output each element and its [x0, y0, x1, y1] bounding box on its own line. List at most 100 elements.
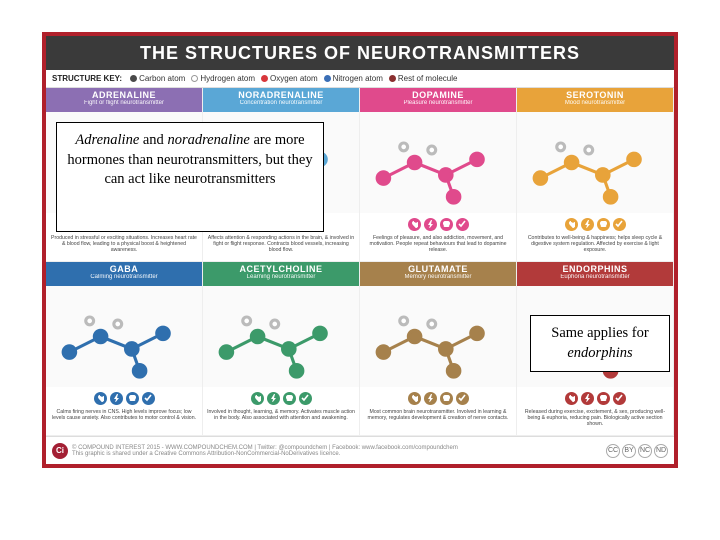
cell-header: GLUTAMATE Memory neurotransmitter — [360, 262, 516, 286]
atom-dot-icon — [324, 75, 331, 82]
molecule-icon — [517, 112, 673, 213]
cell-subtitle: Calming neurotransmitter — [46, 274, 202, 280]
aux-bolt-icon — [110, 392, 123, 405]
key-item: Carbon atom — [130, 74, 185, 83]
aux-icon-row — [203, 387, 359, 409]
cc-badge-icon: NC — [638, 444, 652, 458]
aux-check-icon — [456, 218, 469, 231]
cc-badge-icon: CC — [606, 444, 620, 458]
atom-dot-icon — [191, 75, 198, 82]
molecule-icon — [203, 286, 359, 387]
cell-description: Calms firing nerves in CNS. High levels … — [46, 409, 202, 435]
footer-text: © COMPOUND INTEREST 2015 - WWW.COMPOUNDC… — [72, 445, 458, 457]
key-item: Oxygen atom — [261, 74, 318, 83]
title-bar: THE STRUCTURES OF NEUROTRANSMITTERS — [46, 36, 674, 70]
aux-check-icon — [613, 218, 626, 231]
key-item-label: Nitrogen atom — [333, 74, 383, 83]
cell-header: ACETYLCHOLINE Learning neurotransmitter — [203, 262, 359, 286]
cell-name: GLUTAMATE — [360, 264, 516, 274]
neurotransmitter-cell: GABA Calming neurotransmitter Calms firi… — [46, 262, 203, 436]
aux-bolt-icon — [424, 218, 437, 231]
key-item-label: Oxygen atom — [270, 74, 318, 83]
molecule-area — [46, 286, 202, 387]
cell-header: ENDORPHINS Euphoria neurotransmitter — [517, 262, 673, 286]
cell-header: NORADRENALINE Concentration neurotransmi… — [203, 88, 359, 112]
cell-description: Involved in thought, learning, & memory.… — [203, 409, 359, 435]
key-item-label: Hydrogen atom — [200, 74, 255, 83]
aux-icon-row — [360, 387, 516, 409]
aux-icon-row — [360, 213, 516, 235]
cell-description: Affects attention & responding actions i… — [203, 235, 359, 261]
cell-subtitle: Learning neurotransmitter — [203, 274, 359, 280]
cell-header: DOPAMINE Pleasure neurotransmitter — [360, 88, 516, 112]
aux-bolt-icon — [424, 392, 437, 405]
cell-subtitle: Concentration neurotransmitter — [203, 100, 359, 106]
key-item: Rest of molecule — [389, 74, 458, 83]
cell-name: GABA — [46, 264, 202, 274]
footer: Ci © COMPOUND INTEREST 2015 - WWW.COMPOU… — [46, 436, 674, 464]
molecule-area — [203, 286, 359, 387]
aux-heart-icon — [565, 218, 578, 231]
atom-dot-icon — [261, 75, 268, 82]
cell-header: GABA Calming neurotransmitter — [46, 262, 202, 286]
aux-bolt-icon — [581, 392, 594, 405]
molecule-area — [517, 112, 673, 213]
cell-name: ACETYLCHOLINE — [203, 264, 359, 274]
neurotransmitter-cell: GLUTAMATE Memory neurotransmitter Most c… — [360, 262, 517, 436]
aux-brain-icon — [440, 392, 453, 405]
cell-subtitle: Fight or flight neurotransmitter — [46, 100, 202, 106]
cell-subtitle: Memory neurotransmitter — [360, 274, 516, 280]
cc-badges: CCBYNCND — [606, 444, 668, 458]
aux-heart-icon — [408, 218, 421, 231]
cell-subtitle: Mood neurotransmitter — [517, 100, 673, 106]
title-text: THE STRUCTURES OF NEUROTRANSMITTERS — [140, 43, 580, 64]
aux-heart-icon — [565, 392, 578, 405]
cell-name: ENDORPHINS — [517, 264, 673, 274]
aux-heart-icon — [408, 392, 421, 405]
cell-header: ADRENALINE Fight or flight neurotransmit… — [46, 88, 202, 112]
molecule-icon — [360, 286, 516, 387]
aux-icon-row — [517, 213, 673, 235]
footer-line1: © COMPOUND INTEREST 2015 - WWW.COMPOUNDC… — [72, 445, 458, 451]
cell-description: Feelings of pleasure, and also addiction… — [360, 235, 516, 261]
aux-icon-row — [46, 387, 202, 409]
structure-key-row: STRUCTURE KEY: Carbon atom Hydrogen atom O… — [46, 70, 674, 88]
key-item: Hydrogen atom — [191, 74, 255, 83]
infographic-frame: THE STRUCTURES OF NEUROTRANSMITTERS STRU… — [42, 32, 678, 468]
aux-check-icon — [142, 392, 155, 405]
key-item-label: Rest of molecule — [398, 74, 458, 83]
cell-description: Most common brain neurotransmitter. Invo… — [360, 409, 516, 435]
cc-badge-icon: ND — [654, 444, 668, 458]
aux-brain-icon — [597, 392, 610, 405]
footer-line2: This graphic is shared under a Creative … — [72, 451, 458, 457]
annotation-endorphins-note: Same applies for endorphins — [530, 315, 670, 372]
molecule-area — [360, 112, 516, 213]
neurotransmitter-cell: ACETYLCHOLINE Learning neurotransmitter … — [203, 262, 360, 436]
molecule-icon — [46, 286, 202, 387]
aux-brain-icon — [126, 392, 139, 405]
cell-subtitle: Pleasure neurotransmitter — [360, 100, 516, 106]
aux-bolt-icon — [581, 218, 594, 231]
aux-brain-icon — [440, 218, 453, 231]
aux-bolt-icon — [267, 392, 280, 405]
molecule-icon — [360, 112, 516, 213]
atom-dot-icon — [389, 75, 396, 82]
cell-name: ADRENALINE — [46, 90, 202, 100]
cell-name: NORADRENALINE — [203, 90, 359, 100]
cell-description: Contributes to well-being & happiness; h… — [517, 235, 673, 261]
aux-brain-icon — [283, 392, 296, 405]
aux-check-icon — [456, 392, 469, 405]
atom-dot-icon — [130, 75, 137, 82]
neurotransmitter-cell: DOPAMINE Pleasure neurotransmitter Feeli… — [360, 88, 517, 262]
aux-heart-icon — [94, 392, 107, 405]
annotation-adrenaline-note: Adrenaline and noradrenaline are more ho… — [56, 122, 324, 232]
cell-header: SEROTONIN Mood neurotransmitter — [517, 88, 673, 112]
neurotransmitter-cell: SEROTONIN Mood neurotransmitter Contribu… — [517, 88, 674, 262]
aux-icon-row — [517, 387, 673, 409]
key-item-label: Carbon atom — [139, 74, 185, 83]
key-label: STRUCTURE KEY: — [52, 74, 122, 83]
cell-description: Produced in stressful or exciting situat… — [46, 235, 202, 261]
cell-description: Released during exercise, excitement, & … — [517, 409, 673, 435]
cc-badge-icon: BY — [622, 444, 636, 458]
aux-check-icon — [299, 392, 312, 405]
